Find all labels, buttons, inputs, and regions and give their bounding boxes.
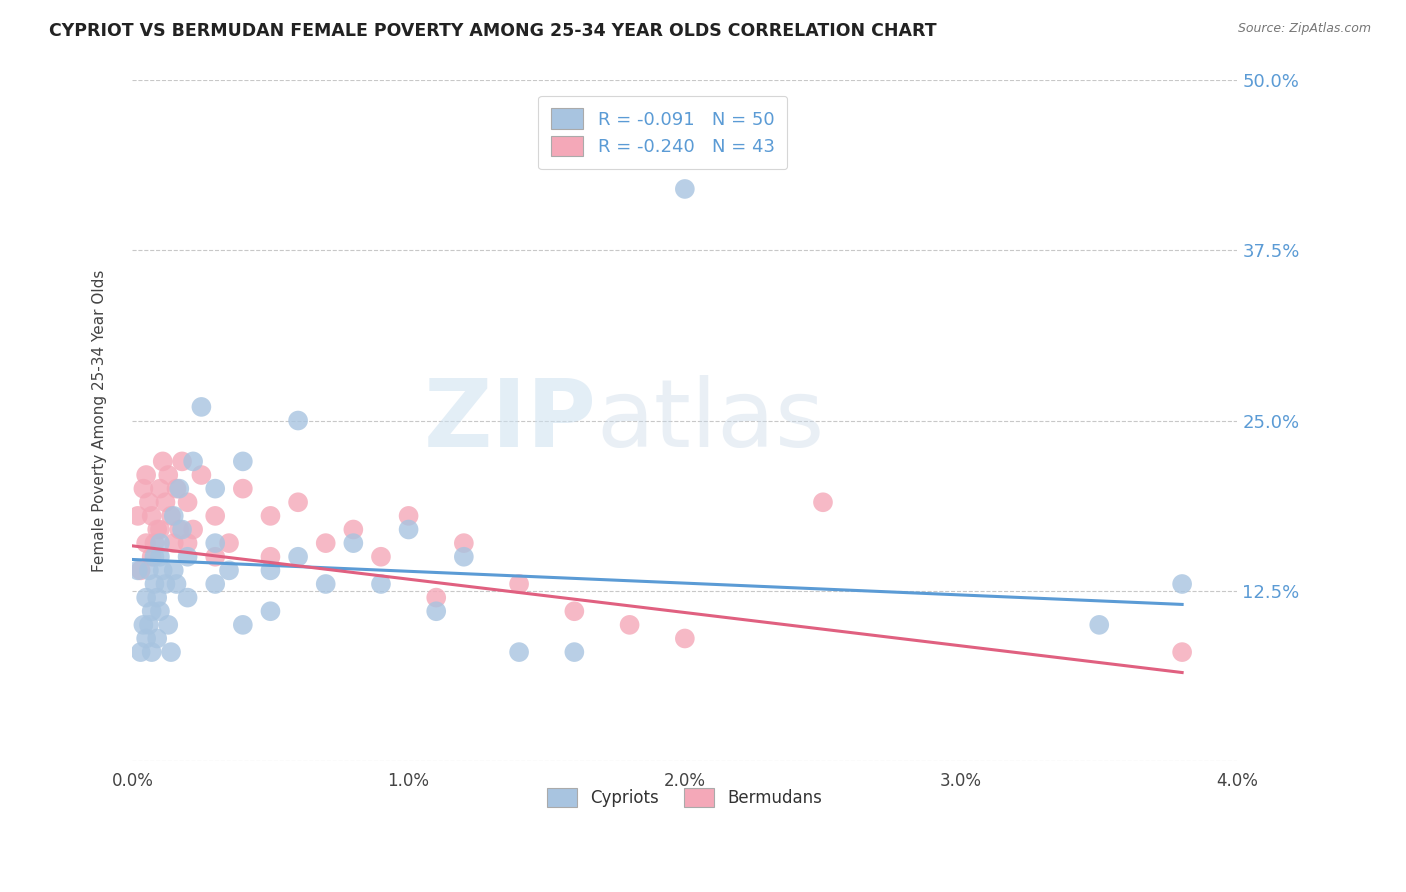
Point xyxy=(143,536,166,550)
Point xyxy=(160,508,183,523)
Point xyxy=(155,495,177,509)
Point xyxy=(152,454,174,468)
Point xyxy=(315,577,337,591)
Text: CYPRIOT VS BERMUDAN FEMALE POVERTY AMONG 25-34 YEAR OLDS CORRELATION CHART: CYPRIOT VS BERMUDAN FEMALE POVERTY AMONG… xyxy=(49,22,936,40)
Point xyxy=(155,577,177,591)
Point xyxy=(218,563,240,577)
Point xyxy=(287,549,309,564)
Point xyxy=(143,577,166,591)
Point xyxy=(176,536,198,550)
Point xyxy=(135,468,157,483)
Point xyxy=(163,536,186,550)
Point xyxy=(259,508,281,523)
Point xyxy=(181,454,204,468)
Text: atlas: atlas xyxy=(596,375,825,467)
Point xyxy=(135,536,157,550)
Point xyxy=(190,468,212,483)
Point xyxy=(1088,618,1111,632)
Point xyxy=(170,454,193,468)
Point xyxy=(1171,645,1194,659)
Point xyxy=(425,604,447,618)
Point xyxy=(135,591,157,605)
Point xyxy=(398,508,420,523)
Point xyxy=(166,482,188,496)
Point xyxy=(204,536,226,550)
Point xyxy=(141,604,163,618)
Y-axis label: Female Poverty Among 25-34 Year Olds: Female Poverty Among 25-34 Year Olds xyxy=(93,269,107,572)
Point xyxy=(149,523,172,537)
Point xyxy=(453,536,475,550)
Point xyxy=(135,632,157,646)
Point xyxy=(204,577,226,591)
Point xyxy=(218,536,240,550)
Point xyxy=(342,523,364,537)
Point xyxy=(1171,577,1194,591)
Point xyxy=(508,645,530,659)
Point xyxy=(287,495,309,509)
Point xyxy=(146,632,169,646)
Legend: Cypriots, Bermudans: Cypriots, Bermudans xyxy=(540,781,830,814)
Point xyxy=(129,645,152,659)
Point xyxy=(673,632,696,646)
Point xyxy=(141,549,163,564)
Point xyxy=(190,400,212,414)
Point xyxy=(160,645,183,659)
Point xyxy=(232,454,254,468)
Point xyxy=(204,482,226,496)
Point xyxy=(342,536,364,550)
Point xyxy=(181,523,204,537)
Point xyxy=(149,604,172,618)
Point xyxy=(232,482,254,496)
Point xyxy=(149,549,172,564)
Point xyxy=(169,482,191,496)
Point xyxy=(127,508,149,523)
Point xyxy=(132,482,155,496)
Point xyxy=(176,495,198,509)
Point xyxy=(146,523,169,537)
Point xyxy=(259,604,281,618)
Point xyxy=(146,591,169,605)
Point xyxy=(129,563,152,577)
Point xyxy=(562,604,585,618)
Point xyxy=(425,591,447,605)
Point xyxy=(149,536,172,550)
Point xyxy=(204,549,226,564)
Point xyxy=(370,577,392,591)
Text: ZIP: ZIP xyxy=(423,375,596,467)
Point xyxy=(141,508,163,523)
Point xyxy=(562,645,585,659)
Point xyxy=(370,549,392,564)
Point xyxy=(152,563,174,577)
Point xyxy=(149,482,172,496)
Point xyxy=(138,563,160,577)
Point xyxy=(166,577,188,591)
Point xyxy=(141,645,163,659)
Point xyxy=(127,563,149,577)
Point xyxy=(138,618,160,632)
Point xyxy=(132,618,155,632)
Point xyxy=(259,563,281,577)
Point xyxy=(673,182,696,196)
Point xyxy=(176,549,198,564)
Point xyxy=(163,508,186,523)
Point xyxy=(143,549,166,564)
Point xyxy=(398,523,420,537)
Point xyxy=(170,523,193,537)
Point xyxy=(811,495,834,509)
Point xyxy=(163,563,186,577)
Point xyxy=(232,618,254,632)
Point xyxy=(315,536,337,550)
Point xyxy=(157,618,180,632)
Point xyxy=(287,413,309,427)
Text: Source: ZipAtlas.com: Source: ZipAtlas.com xyxy=(1237,22,1371,36)
Point xyxy=(176,591,198,605)
Point xyxy=(169,523,191,537)
Point xyxy=(619,618,641,632)
Point xyxy=(259,549,281,564)
Point xyxy=(204,508,226,523)
Point xyxy=(508,577,530,591)
Point xyxy=(138,495,160,509)
Point xyxy=(157,468,180,483)
Point xyxy=(453,549,475,564)
